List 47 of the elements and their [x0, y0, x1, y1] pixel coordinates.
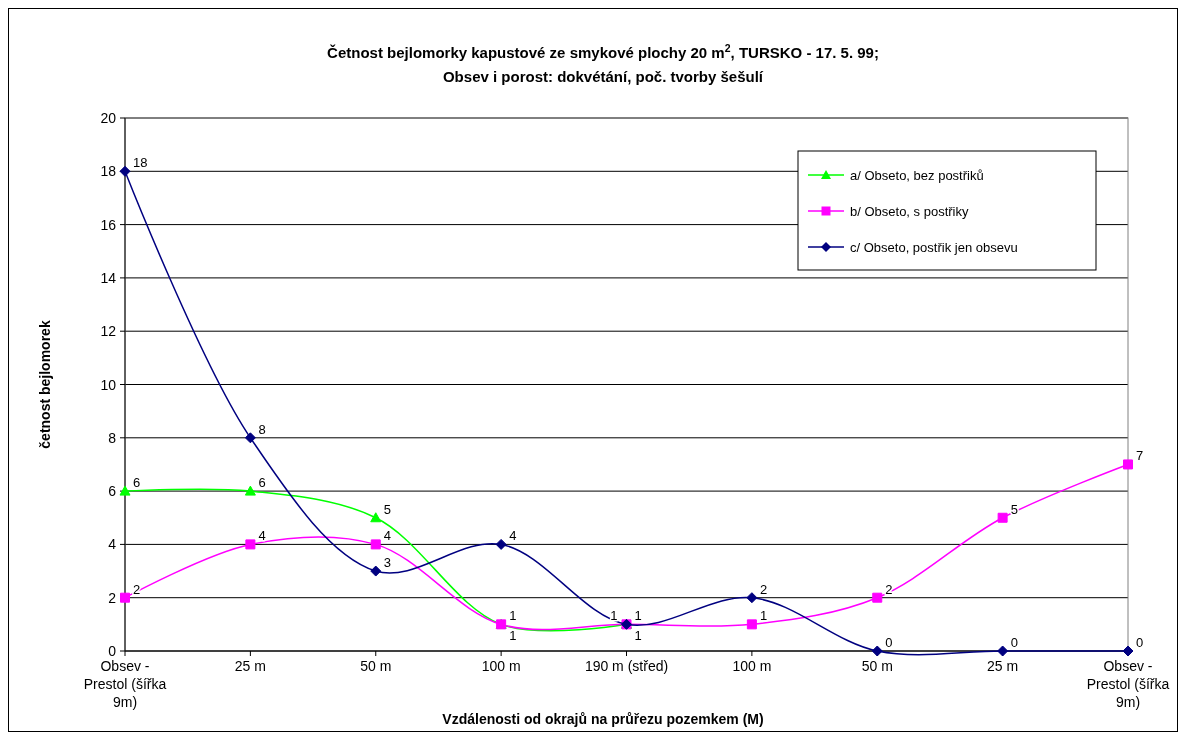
y-tick-label: 10: [100, 376, 117, 393]
data-label: 1: [634, 628, 642, 644]
data-label: 0: [1136, 635, 1144, 650]
y-tick-label: 6: [108, 483, 117, 500]
y-axis-title: četnost bejlomorek: [37, 320, 53, 449]
data-label: 0: [1010, 635, 1018, 650]
x-axis-title: Vzdálenosti od okrajů na průřezu pozemkem (M): [442, 711, 764, 727]
data-label: 4: [258, 528, 266, 544]
y-tick-label: 4: [108, 536, 117, 553]
x-tick-label: 25 m: [234, 658, 266, 674]
y-tick-label: 18: [100, 163, 117, 180]
data-label: 1: [509, 628, 517, 644]
chart-subtitle: Obsev i porost: dokvétání, poč. tvorby šešulí: [442, 68, 764, 85]
data-label: 0: [885, 635, 893, 650]
y-tick-label: 20: [100, 110, 117, 126]
y-tick-label: 14: [100, 269, 117, 286]
chart-title: Četnost bejlomorky kapustové ze smykové plochy 20 m$^{2}$, TURSKO - 17. 5. 99;: [327, 42, 879, 61]
data-label: 4: [509, 528, 517, 544]
data-label: 1: [759, 608, 768, 624]
x-tick-label: 100 m: [732, 658, 772, 674]
legend-label: a/ Obseto, bez postřiků: [850, 168, 984, 183]
data-label: 6: [258, 475, 266, 491]
x-tick-label: 50 m: [861, 658, 893, 674]
legend-label: b/ Obseto, s postřiky: [850, 204, 969, 219]
data-label: 8: [258, 421, 266, 437]
data-label: 5: [383, 501, 391, 517]
data-label: 7: [1136, 448, 1144, 464]
x-tick-label: 190 m (střed): [584, 658, 669, 674]
x-tick-label: 100 m: [481, 658, 521, 674]
data-label: 6: [133, 475, 141, 491]
y-tick-label: 2: [108, 589, 117, 606]
y-tick-label: 0: [108, 643, 117, 659]
x-tick-label: Obsev - Prestol (šířka 9m): [1086, 658, 1170, 710]
data-label: 1: [634, 608, 642, 624]
y-tick-label: 16: [100, 216, 117, 233]
data-label: 1: [509, 608, 517, 624]
data-label: 4: [383, 528, 391, 544]
y-tick-label: 8: [108, 429, 117, 446]
legend-label: c/ Obseto, postřik jen obsevu: [850, 240, 1018, 255]
x-tick-label: Obsev - Prestol (šířka 9m): [83, 658, 167, 710]
data-label: 1: [610, 608, 618, 624]
data-label: 2: [759, 581, 768, 597]
data-label: 18: [133, 155, 148, 171]
x-tick-label: 25 m: [987, 658, 1019, 674]
y-tick-label: 12: [100, 323, 117, 340]
x-tick-label: 50 m: [360, 658, 392, 674]
data-label: 3: [383, 555, 391, 571]
